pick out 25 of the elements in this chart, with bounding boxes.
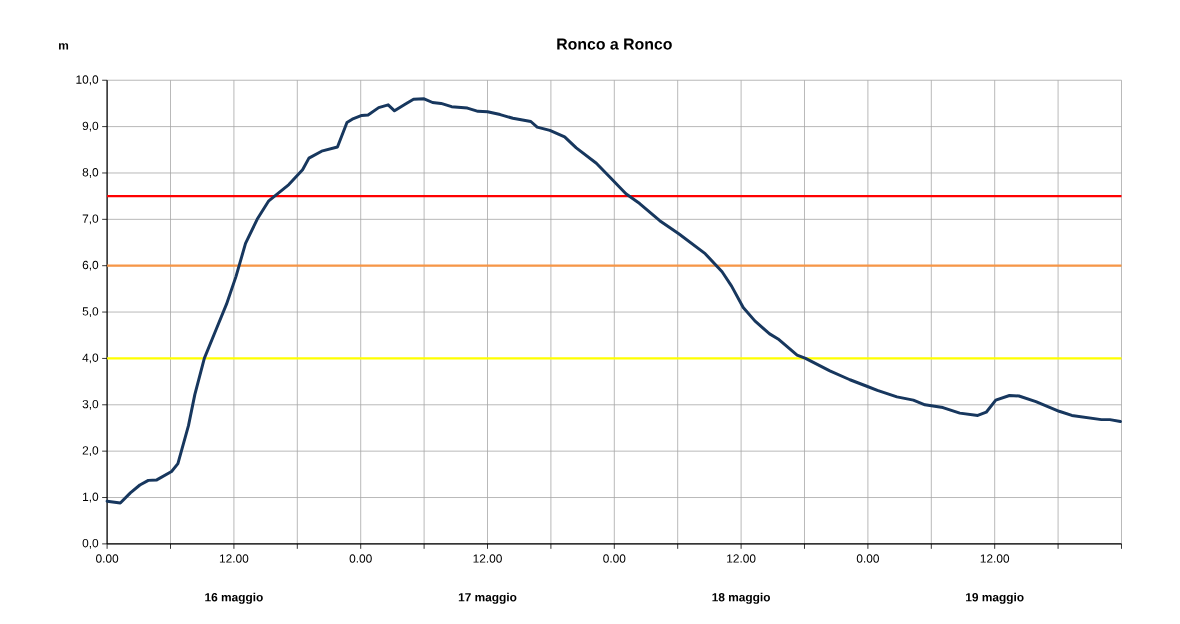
y-tick-label: 3,0 [82,399,99,410]
x-tick-label: 0.00 [96,554,119,563]
x-tick-label: 12.00 [473,554,502,563]
y-tick-label: 9,0 [82,121,99,132]
text: 18 maggio [712,592,771,604]
x-tick-label: 12.00 [727,554,756,563]
y-axis-title: m [59,43,69,50]
chart-title: Ronco a Ronco [557,38,672,50]
y-tick-label: 1,0 [83,492,99,503]
y-tick-label: 0,0 [82,538,99,549]
y-tick-label: 5,0 [82,307,99,317]
y-tick-label: 8,0 [82,168,99,178]
y-tick-label: 2,0 [82,446,99,456]
y-tick-label: 4,0 [82,353,99,364]
text: 17 maggio [458,592,517,604]
x-tick-label: 0.00 [856,554,879,563]
x-tick-label: 12.00 [219,554,249,563]
text: 19 maggio [966,592,1024,604]
x-tick-label: 12.00 [980,554,1010,563]
x-tick-label: 0.00 [603,554,626,563]
y-tick-label: 6,0 [82,260,99,271]
y-tick-label: 7,0 [82,214,99,225]
text: 16 maggio [205,592,263,604]
x-tick-label: 0.00 [349,554,372,563]
y-tick-label: 10,0 [76,75,99,86]
